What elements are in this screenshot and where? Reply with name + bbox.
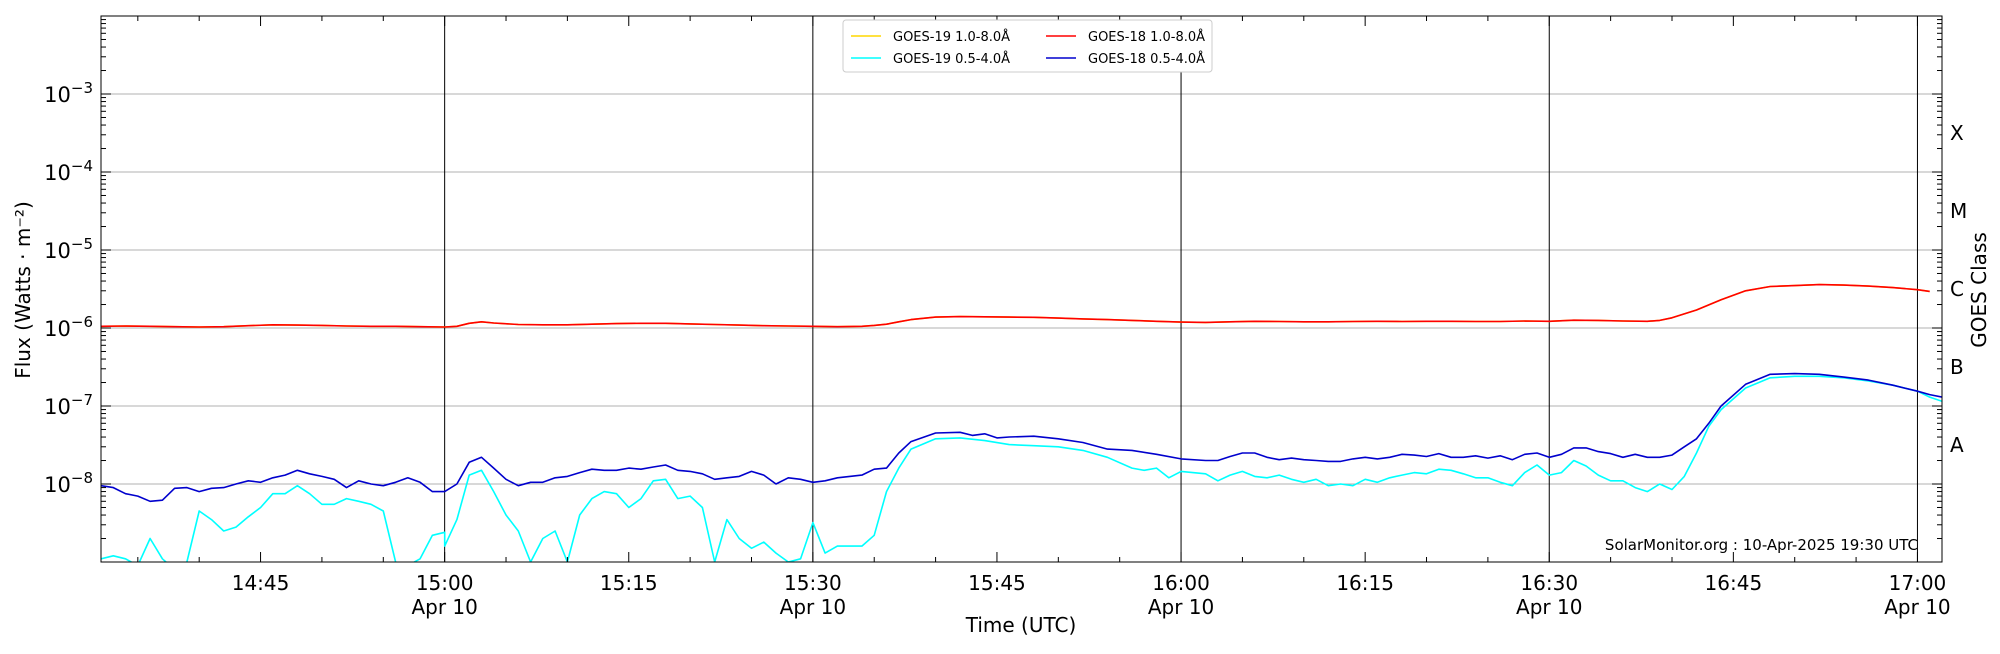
x-tick-label: 16:45 xyxy=(1705,571,1763,595)
y-tick-label: 10−4 xyxy=(44,157,93,185)
source-annotation: SolarMonitor.org : 10-Apr-2025 19:30 UTC xyxy=(1605,536,1918,554)
x-tick-sublabel: Apr 10 xyxy=(780,595,846,619)
series-line-2 xyxy=(101,375,1942,562)
legend-box xyxy=(842,19,1213,73)
y-tick-label: 10−3 xyxy=(44,79,93,107)
plot-frame xyxy=(100,15,1943,563)
legend: GOES-19 1.0-8.0Å GOES-19 0.5-4.0Å GOES-18 … xyxy=(842,19,1213,73)
goes-class-b: B xyxy=(1950,355,1964,379)
legend-label: GOES-19 1.0-8.0Å xyxy=(893,29,1010,45)
grid-layer xyxy=(101,93,1942,485)
legend-label: GOES-19 0.5-4.0Å xyxy=(893,51,1010,67)
x-tick-label: 17:00 xyxy=(1889,571,1947,595)
x-tick-label: 15:30 xyxy=(784,571,842,595)
x-tick-label: 15:45 xyxy=(968,571,1026,595)
x-tick-label: 15:15 xyxy=(600,571,658,595)
goes-class-m: M xyxy=(1950,199,1967,223)
y-axis: 10−8 10−7 10−6 10−5 10−4 10−3 xyxy=(44,19,1942,540)
x-tick-sublabel: Apr 10 xyxy=(1516,595,1582,619)
y-tick-label: 10−6 xyxy=(44,313,93,341)
goes-class-a: A xyxy=(1950,433,1964,457)
goes-class-axis: A B C M X xyxy=(1950,121,1967,457)
series-line-3 xyxy=(101,372,1942,503)
x-tick-sublabel: Apr 10 xyxy=(411,595,477,619)
x-tick-label: 16:00 xyxy=(1152,571,1210,595)
series-line-1 xyxy=(101,283,1930,328)
y-tick-label: 10−7 xyxy=(44,391,93,419)
x-axis-label: Time (UTC) xyxy=(965,613,1077,637)
series-layer xyxy=(101,283,1942,562)
y-tick-label: 10−8 xyxy=(44,469,93,497)
goes-class-c: C xyxy=(1950,277,1964,301)
x-tick-sublabel: Apr 10 xyxy=(1148,595,1214,619)
x-tick-label: 14:45 xyxy=(232,571,290,595)
x-tick-label: 15:00 xyxy=(416,571,474,595)
x-tick-sublabel: Apr 10 xyxy=(1884,595,1950,619)
goes-class-label: GOES Class xyxy=(1967,232,1991,348)
x-tick-label: 16:30 xyxy=(1520,571,1578,595)
y-tick-label: 10−5 xyxy=(44,235,93,263)
y-axis-label: Flux (Watts · m⁻²) xyxy=(11,201,35,379)
x-tick-label: 16:15 xyxy=(1336,571,1394,595)
legend-label: GOES-18 1.0-8.0Å xyxy=(1088,29,1205,45)
legend-label: GOES-18 0.5-4.0Å xyxy=(1088,51,1205,67)
goes-class-x: X xyxy=(1950,121,1964,145)
